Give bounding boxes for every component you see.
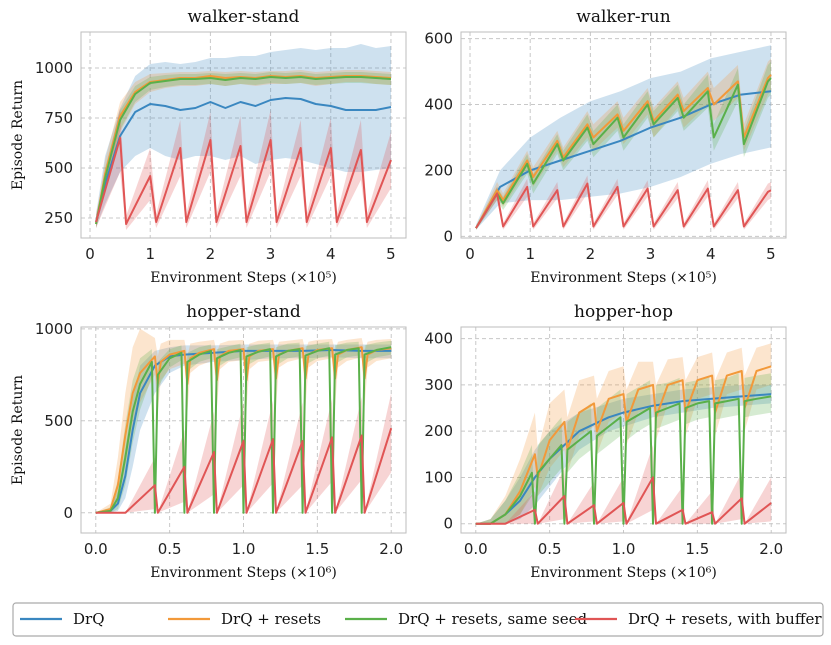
x-tick-label: 0.5 <box>158 540 182 558</box>
x-tick-label: 5 <box>766 245 776 263</box>
legend: DrQ DrQ + resets DrQ + resets, same seed… <box>12 602 824 637</box>
y-tick-label: 0 <box>443 227 453 245</box>
panel-walker-run: 0 1 2 3 4 5 0 200 400 600 walker-run Environment St… <box>424 7 787 286</box>
chart-title: walker-stand <box>188 7 300 27</box>
band-drq <box>96 44 391 228</box>
band-drq-resets-with-buffer <box>96 108 391 230</box>
plot-frame <box>80 31 407 239</box>
x-tick-label: 3 <box>646 245 656 263</box>
y-tick-label: 400 <box>424 330 453 348</box>
y-tick-label: 100 <box>424 468 453 486</box>
y-tick-label: 400 <box>424 96 453 114</box>
x-tick-label: 1 <box>525 245 535 263</box>
x-tick-label: 5 <box>386 245 396 263</box>
x-axis-label: Environment Steps (×10⁶) <box>150 565 337 581</box>
plot-frame <box>80 326 407 534</box>
x-tick-label: 1.5 <box>305 540 329 558</box>
plot-frame <box>460 326 787 534</box>
x-tick-label: 0 <box>85 245 95 263</box>
line-drq-resets-same-seed <box>95 76 392 225</box>
line-drq-resets-with-buffer <box>95 137 392 225</box>
x-tick-label: 2 <box>206 245 216 263</box>
legend-label-drq-resets: DrQ + resets <box>221 610 321 628</box>
x-tick-label: 1 <box>145 245 155 263</box>
x-tick-label: 4 <box>326 245 336 263</box>
y-tick-label: 0 <box>63 504 73 522</box>
x-tick-label: 0 <box>465 245 475 263</box>
y-tick-label: 1000 <box>35 320 73 338</box>
legend-label-drq: DrQ <box>73 610 105 628</box>
legend-label-drq-resets-with-buffer: DrQ + resets, with buffer <box>628 610 822 628</box>
line-drq-resets-with-buffer <box>475 182 772 229</box>
panel-hopper-hop: 0.0 0.5 1.0 1.5 2.0 0 100 200 300 400 hopper-hop En… <box>424 302 787 581</box>
x-axis-label: Environment Steps (×10⁵) <box>530 270 717 286</box>
plot-area <box>81 32 406 238</box>
y-tick-label: 750 <box>44 109 73 127</box>
band-drq-resets-with-buffer <box>475 445 772 524</box>
plot-frame <box>460 31 787 239</box>
x-tick-label: 0.5 <box>538 540 562 558</box>
y-tick-label: 200 <box>424 161 453 179</box>
band-drq-resets <box>476 58 771 230</box>
y-axis-label: Episode Return <box>10 375 26 485</box>
series-group <box>475 45 772 230</box>
chart-title: hopper-hop <box>574 302 673 322</box>
y-tick-label: 300 <box>424 376 453 394</box>
y-tick-label: 0 <box>443 515 453 533</box>
y-tick-label: 600 <box>424 30 453 48</box>
line-drq-resets <box>475 74 772 229</box>
line-drq <box>475 393 772 525</box>
line-drq-resets-same-seed <box>475 77 772 229</box>
band-drq <box>95 344 392 513</box>
x-axis-label: Environment Steps (×10⁵) <box>150 270 337 286</box>
x-tick-label: 0.0 <box>464 540 488 558</box>
y-tick-label: 200 <box>424 422 453 440</box>
x-tick-label: 3 <box>266 245 276 263</box>
x-tick-label: 2.0 <box>759 540 783 558</box>
band-drq-resets-same-seed <box>475 373 772 524</box>
y-tick-label: 500 <box>44 159 73 177</box>
x-tick-label: 1.5 <box>685 540 709 558</box>
x-tick-label: 4 <box>706 245 716 263</box>
band-drq-resets <box>475 343 772 524</box>
x-tick-label: 0.0 <box>84 540 108 558</box>
panel-hopper-stand: 0.0 0.5 1.0 1.5 2.0 0 500 1000 hopper-stand Envir… <box>10 302 407 581</box>
line-drq-resets-same-seed <box>475 395 772 525</box>
chart-title: walker-run <box>576 7 670 27</box>
series-group <box>95 328 393 514</box>
x-axis-label: Environment Steps (×10⁶) <box>530 565 717 581</box>
line-drq-resets-with-buffer <box>475 476 772 525</box>
line-drq <box>95 97 392 223</box>
x-tick-label: 1.0 <box>612 540 636 558</box>
y-axis-label: Episode Return <box>10 80 26 190</box>
line-drq-resets-with-buffer <box>95 427 393 514</box>
y-tick-label: 1000 <box>35 59 73 77</box>
y-tick-label: 500 <box>44 412 73 430</box>
series-group <box>95 44 392 230</box>
legend-label-drq-resets-same-seed: DrQ + resets, same seed <box>398 610 587 628</box>
x-tick-label: 1.0 <box>232 540 256 558</box>
x-tick-label: 2 <box>586 245 596 263</box>
panel-walker-stand: 0 1 2 3 4 5 250 500 750 1000 walker-stand Environme… <box>10 7 407 286</box>
y-tick-label: 250 <box>44 209 73 227</box>
series-group <box>475 343 772 525</box>
legend-frame <box>12 602 824 637</box>
line-drq-resets-same-seed <box>95 346 392 514</box>
x-tick-label: 2.0 <box>379 540 403 558</box>
chart-title: hopper-stand <box>186 302 301 322</box>
